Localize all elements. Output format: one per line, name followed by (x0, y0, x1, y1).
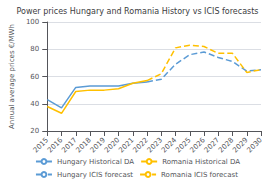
svg-text:2025: 2025 (174, 136, 192, 154)
svg-text:40: 40 (30, 100, 39, 108)
svg-text:Hungary ICIS forecast: Hungary ICIS forecast (57, 171, 133, 179)
svg-text:Power prices Hungary and Roman: Power prices Hungary and Romania History… (16, 7, 258, 16)
svg-text:2019: 2019 (89, 136, 107, 154)
svg-text:Romania Historical DA: Romania Historical DA (162, 158, 240, 166)
svg-text:2018: 2018 (75, 136, 93, 154)
svg-text:2026: 2026 (189, 136, 207, 154)
svg-text:20: 20 (30, 127, 39, 135)
svg-text:2020: 2020 (103, 136, 121, 154)
svg-text:2030: 2030 (246, 136, 264, 154)
svg-text:100: 100 (26, 18, 39, 26)
svg-text:2024: 2024 (160, 136, 179, 155)
svg-text:2015: 2015 (32, 136, 50, 154)
svg-text:2022: 2022 (132, 136, 150, 154)
svg-text:2021: 2021 (117, 136, 135, 154)
svg-text:2027: 2027 (203, 136, 221, 154)
svg-text:2016: 2016 (46, 136, 64, 154)
svg-text:2017: 2017 (60, 136, 78, 154)
svg-text:Hungary Historical DA: Hungary Historical DA (57, 158, 134, 166)
svg-text:2028: 2028 (217, 136, 235, 154)
svg-text:2023: 2023 (146, 136, 164, 154)
svg-text:60: 60 (30, 73, 39, 81)
svg-text:Romania ICIS forecast: Romania ICIS forecast (161, 171, 238, 179)
svg-text:2029: 2029 (231, 136, 249, 154)
svg-text:80: 80 (30, 45, 39, 53)
svg-text:Annual average prices €/MWh: Annual average prices €/MWh (8, 24, 16, 129)
